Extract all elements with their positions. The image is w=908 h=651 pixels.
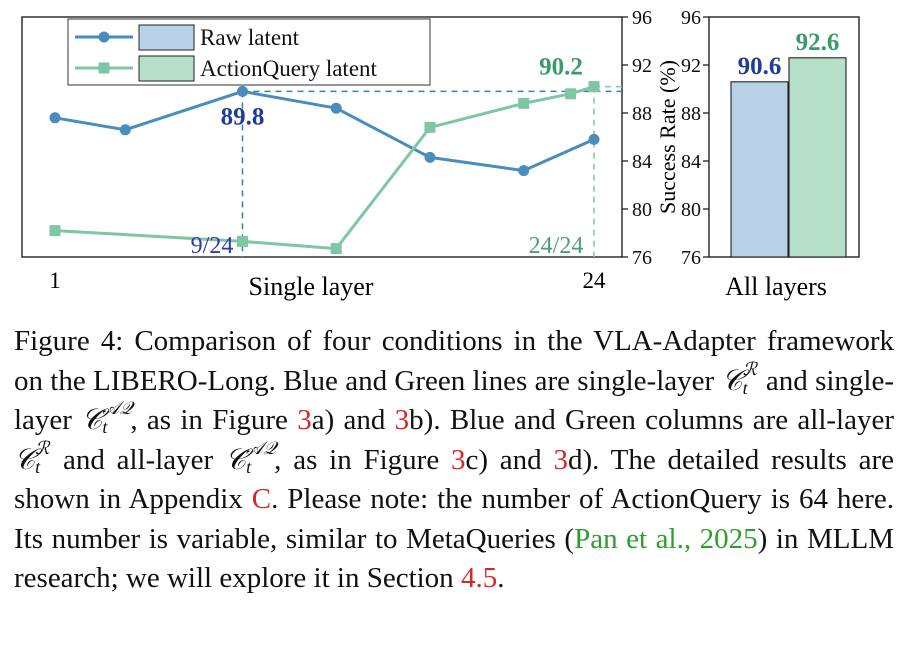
line-y-tick-label: 92 (632, 55, 652, 77)
ref-section-4-5[interactable]: 4.5 (460, 562, 498, 594)
line-y-tick-label: 84 (632, 151, 652, 173)
figure-caption: Figure 4: Comparison of four conditions … (14, 322, 894, 599)
ref-figure-3b[interactable]: 3 (394, 404, 410, 436)
math-base: 𝒞 (14, 443, 36, 476)
math-sub: t (102, 417, 108, 437)
raw-layer-fraction-label: 9/24 (191, 233, 234, 259)
legend-box (67, 18, 431, 86)
caption-part8: c) and (465, 443, 554, 476)
line-y-tick-label: 76 (632, 247, 652, 269)
math-sup: ℛ (35, 437, 50, 458)
bar-plot-bars: 90.6 92.6 (730, 29, 847, 258)
actionquery-latent-point (424, 121, 436, 133)
math-sup: 𝒜𝒬 (246, 437, 277, 458)
caption-part9: d). The detailed results are shown in Ap… (14, 443, 894, 516)
raw-latent-point (330, 102, 342, 114)
legend-raw-label: Raw latent (200, 25, 300, 50)
math-base: 𝒞 (721, 364, 743, 397)
line-plot-guides (241, 85, 622, 257)
aq-layer-fraction-label: 24/24 (529, 233, 584, 259)
caption-part2: and single-layer (14, 364, 894, 437)
ref-figure-3d[interactable]: 3 (553, 443, 568, 476)
actionquery-latent-line (54, 85, 595, 251)
line-plot-series (49, 81, 600, 255)
caption-part6: and all-layer (51, 443, 225, 476)
actionquery-latent-point (236, 235, 248, 247)
actionquery-latent-point (588, 81, 600, 93)
ref-appendix-c[interactable]: C (251, 483, 272, 515)
raw-peak-label: 89.8 (221, 103, 265, 130)
raw-latent-point (119, 124, 131, 136)
math-c-t-aq-2: 𝒞 𝒜𝒬 t (225, 439, 276, 481)
legend-aq-label: ActionQuery latent (200, 56, 378, 81)
legend-aq-patch (138, 55, 195, 82)
bar-y-tick-label: 96 (681, 7, 701, 29)
raw-latent-bar (730, 81, 789, 258)
bar-y-tick-label: 84 (681, 151, 701, 173)
actionquery-latent-point (565, 88, 577, 100)
caption-part11: ) in MLLM research; we will explore it i… (14, 522, 894, 595)
bar-y-tick-label: 92 (681, 55, 701, 77)
math-c-t-aq-1: 𝒞 𝒜𝒬 t (81, 399, 132, 441)
bar-x-axis-label: All layers (725, 272, 827, 301)
raw-latent-point (588, 133, 600, 145)
caption-part1: Figure 4: Comparison of four conditions … (14, 325, 894, 397)
line-plot-annotations: 89.8 90.2 9/24 24/24 (191, 54, 584, 259)
math-sup: 𝒜𝒬 (102, 398, 133, 418)
legend-raw-marker (98, 31, 110, 43)
line-plot-y-ticks: 76 80 84 88 92 96 (622, 7, 652, 269)
raw-latent-bar-label: 90.6 (738, 53, 782, 80)
math-base: 𝒞 (81, 404, 103, 436)
actionquery-latent-bar (788, 57, 847, 258)
raw-latent-point (424, 151, 436, 163)
caption-part3: , as in Figure (130, 404, 298, 436)
actionquery-latent-bar-label: 92.6 (796, 29, 840, 56)
caption-part7: , as in Figure (274, 443, 451, 476)
raw-latent-point (49, 112, 61, 124)
figure-charts: 76 80 84 88 92 96 89.8 90.2 9/24 24/24 Raw laten… (21, 7, 860, 301)
raw-latent-line (54, 89, 595, 173)
ref-figure-3a[interactable]: 3 (297, 404, 312, 436)
line-x-tick-1: 1 (49, 268, 61, 293)
line-x-axis-label: Single layer (249, 272, 374, 301)
legend-aq-marker (98, 62, 110, 74)
legend-raw-patch (138, 24, 195, 51)
math-sub: t (246, 456, 252, 477)
legend: Raw latent ActionQuery latent (67, 18, 431, 86)
raw-latent-point (236, 85, 248, 97)
bar-y-tick-label: 80 (681, 199, 701, 221)
math-base: 𝒞 (225, 443, 247, 476)
line-y-tick-label: 80 (632, 199, 652, 221)
line-y-tick-label: 88 (632, 103, 652, 125)
bar-y-tick-label: 88 (681, 103, 701, 125)
caption-part10: . Please note: the number of ActionQuery… (14, 483, 894, 555)
line-y-tick-label: 96 (632, 7, 652, 29)
math-sub: t (35, 456, 41, 477)
actionquery-latent-point (330, 243, 342, 255)
line-plot-frame (21, 16, 623, 258)
math-sup: ℛ (742, 358, 757, 379)
raw-latent-point (518, 165, 530, 177)
math-sub: t (742, 377, 748, 398)
caption-part12: . (497, 562, 505, 594)
caption-part4: a) and (311, 404, 395, 436)
aq-peak-label: 90.2 (539, 54, 583, 81)
caption-part5: b). Blue and Green columns are all-layer (409, 404, 895, 436)
bar-y-tick-label: 76 (681, 247, 701, 269)
actionquery-latent-point (518, 97, 530, 109)
ref-figure-3c[interactable]: 3 (450, 443, 466, 476)
y-axis-label: Success Rate (%) (655, 60, 680, 214)
line-x-tick-24: 24 (583, 268, 607, 293)
actionquery-latent-point (49, 225, 61, 237)
citation-pan-2025[interactable]: Pan et al., 2025 (574, 522, 758, 555)
bar-plot-y-ticks: 76 80 84 88 92 96 (681, 7, 709, 269)
